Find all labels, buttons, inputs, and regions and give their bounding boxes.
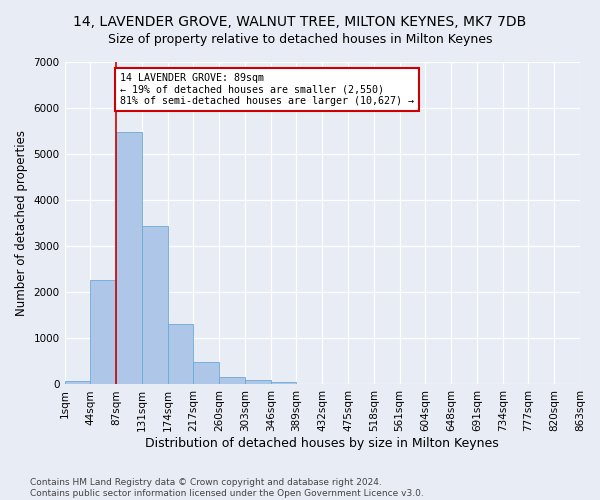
Bar	[271, 382, 296, 384]
Bar	[219, 378, 245, 384]
X-axis label: Distribution of detached houses by size in Milton Keynes: Distribution of detached houses by size …	[145, 437, 499, 450]
Bar	[245, 380, 271, 384]
Bar	[142, 226, 167, 384]
Bar	[91, 280, 116, 384]
Y-axis label: Number of detached properties: Number of detached properties	[15, 130, 28, 316]
Text: Contains HM Land Registry data © Crown copyright and database right 2024.
Contai: Contains HM Land Registry data © Crown c…	[30, 478, 424, 498]
Bar	[167, 324, 193, 384]
Bar	[116, 132, 142, 384]
Text: Size of property relative to detached houses in Milton Keynes: Size of property relative to detached ho…	[108, 32, 492, 46]
Bar	[193, 362, 219, 384]
Text: 14 LAVENDER GROVE: 89sqm
← 19% of detached houses are smaller (2,550)
81% of sem: 14 LAVENDER GROVE: 89sqm ← 19% of detach…	[120, 73, 414, 106]
Bar	[65, 381, 91, 384]
Text: 14, LAVENDER GROVE, WALNUT TREE, MILTON KEYNES, MK7 7DB: 14, LAVENDER GROVE, WALNUT TREE, MILTON …	[73, 15, 527, 29]
